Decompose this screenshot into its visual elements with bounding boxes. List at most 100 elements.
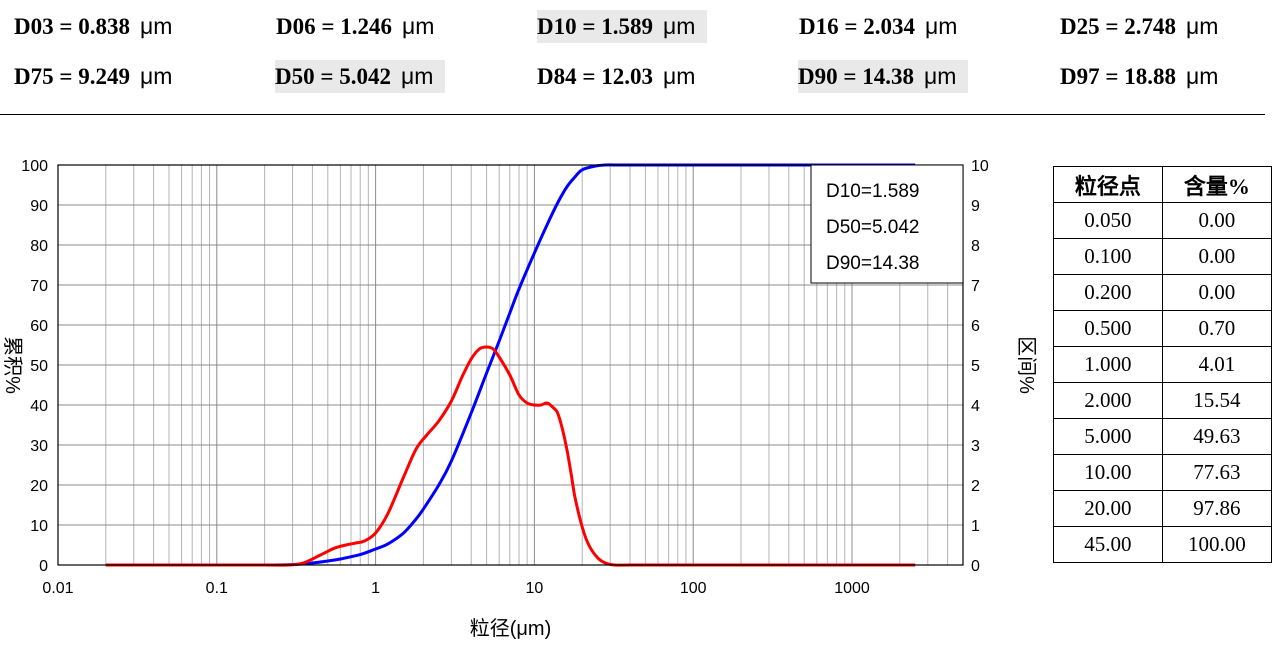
table-row: 10.00 77.63 [1053,454,1272,491]
table-header-row: 粒径点 含量% [1053,166,1272,203]
legend-entry: D90=14.38 [826,253,920,274]
table-cell: 4.01 [1161,346,1272,383]
x-tick-label: 1 [371,580,380,597]
stat-d16: D16 = 2.034 μm [799,10,957,43]
size-point-table: 粒径点 含量% 0.050 0.00 0.100 0.00 0.200 0.00 0.… [1053,166,1272,563]
stat-label: D10 = 1.589 [537,14,653,39]
table-cell: 0.050 [1053,202,1163,239]
y-right-tick-label: 4 [971,398,980,415]
stat-unit: μm [924,13,958,39]
y-right-tick-label: 7 [971,278,980,295]
stat-d97: D97 = 18.88 μm [1060,60,1218,93]
stat-label: D25 = 2.748 [1060,14,1176,39]
table-cell: 45.00 [1053,526,1163,563]
particle-size-chart: 0.01 0.1 1 10 100 100001020304050607080901000… [1,158,1038,640]
stat-unit: μm [662,63,696,89]
stat-unit: μm [923,63,957,89]
stat-label: D06 = 1.246 [276,14,392,39]
table-row: 0.100 0.00 [1053,238,1272,275]
legend-entry: D10=1.589 [826,181,920,202]
y-right-tick-label: 1 [971,518,980,535]
stat-label: D97 = 18.88 [1060,64,1176,89]
stat-d06: D06 = 1.246 μm [276,10,434,43]
table-cell: 1.000 [1053,346,1163,383]
stat-d75: D75 = 9.249 μm [14,60,172,93]
y-left-tick-label: 0 [39,558,48,575]
legend-entry: D50=5.042 [826,217,920,238]
stat-label: D16 = 2.034 [799,14,915,39]
table-cell: 10.00 [1053,454,1163,491]
stat-d03: D03 = 0.838 μm [14,10,172,43]
stat-unit: μm [139,63,173,89]
stat-unit: μm [139,13,173,39]
y-left-tick-label: 40 [30,398,48,415]
plot-frame [57,164,964,566]
y-right-tick-label: 0 [971,558,980,575]
stat-unit: μm [662,13,696,39]
stat-label: D03 = 0.838 [14,14,130,39]
table-cell: 0.00 [1161,274,1272,311]
y-left-tick-label: 80 [30,238,48,255]
stat-label: D50 = 5.042 [275,64,391,89]
x-axis-label: 粒径(μm) [470,617,552,640]
y-left-tick-label: 50 [30,358,48,375]
table-row: 0.050 0.00 [1053,202,1272,239]
y-right-tick-label: 9 [971,198,980,215]
header-content-percent: 含量% [1161,166,1272,203]
table-row: 0.200 0.00 [1053,274,1272,311]
stat-label: D84 = 12.03 [537,64,653,89]
stat-unit: μm [400,63,434,89]
y-right-tick-label: 8 [971,238,980,255]
stat-unit: μm [1185,63,1219,89]
y-right-axis-label: 区间% [1015,336,1038,394]
table-row: 0.500 0.70 [1053,310,1272,347]
y-left-tick-label: 30 [30,438,48,455]
table-cell: 15.54 [1161,382,1272,419]
stat-d50: D50 = 5.042 μm [275,60,446,93]
legend-box: D10=1.589 D50=5.042 D90=14.38 [810,164,964,284]
table-cell: 0.00 [1161,202,1272,239]
stat-d84: D84 = 12.03 μm [537,60,695,93]
stat-d10: D10 = 1.589 μm [537,10,708,43]
x-tick-label: 10 [526,580,544,597]
y-left-tick-label: 70 [30,278,48,295]
table-cell: 77.63 [1161,454,1272,491]
y-right-tick-label: 6 [971,318,980,335]
table-cell: 5.000 [1053,418,1163,455]
legend-frame [810,164,964,284]
table-row: 20.00 97.86 [1053,490,1272,527]
table-row: 5.000 49.63 [1053,418,1272,455]
interval-curve [105,345,916,567]
y-left-tick-label: 100 [21,158,48,175]
table-cell: 100.00 [1161,526,1272,563]
table-cell: 2.000 [1053,382,1163,419]
stat-label: D75 = 9.249 [14,64,130,89]
y-right-tick-label: 5 [971,358,980,375]
y-left-tick-label: 20 [30,478,48,495]
x-tick-label: 0.1 [206,580,228,597]
table-cell: 0.70 [1161,310,1272,347]
stat-d25: D25 = 2.748 μm [1060,10,1218,43]
y-right-tick-label: 2 [971,478,980,495]
table-cell: 20.00 [1053,490,1163,527]
table-cell: 0.200 [1053,274,1163,311]
stat-d90: D90 = 14.38 μm [798,60,969,93]
x-tick-label: 1000 [834,580,870,597]
y-left-tick-label: 60 [30,318,48,335]
table-row: 1.000 4.01 [1053,346,1272,383]
x-tick-label: 0.01 [42,580,73,597]
table-row: 2.000 15.54 [1053,382,1272,419]
stat-unit: μm [401,13,435,39]
table-cell: 49.63 [1161,418,1272,455]
y-left-tick-label: 10 [30,518,48,535]
table-cell: 97.86 [1161,490,1272,527]
x-tick-label: 100 [680,580,707,597]
header-divider [0,114,1265,115]
table-row: 45.00 100.00 [1053,526,1272,563]
stat-label: D90 = 14.38 [798,64,914,89]
y-left-tick-label: 90 [30,198,48,215]
axis-layer: 0.01 0.1 1 10 100 100001020304050607080901000… [1,158,1038,640]
y-left-axis-label: 累积% [1,336,24,394]
header-size-point: 粒径点 [1053,166,1163,203]
table-cell: 0.100 [1053,238,1163,275]
